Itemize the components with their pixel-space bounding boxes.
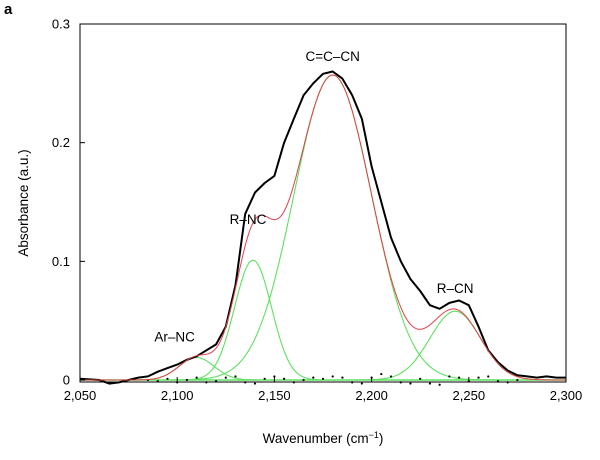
residual-point [438, 383, 441, 386]
residual-point [321, 377, 325, 380]
x-tick-label: 2,050 [64, 388, 97, 403]
axes [79, 23, 567, 383]
component-peak-line [80, 259, 566, 381]
residual-point [166, 377, 169, 380]
component-peak-line [80, 356, 566, 381]
residual-point [487, 375, 490, 378]
residual-point [341, 376, 344, 379]
residual-point [302, 378, 305, 382]
component-peak-line [80, 310, 566, 381]
x-tick-label: 2,300 [550, 388, 583, 403]
y-tick-label: 0.1 [52, 254, 70, 269]
residual-point [389, 375, 393, 378]
peak-label: C=C–CN [306, 49, 360, 64]
residual-point [477, 376, 480, 379]
residual-point [360, 382, 363, 385]
component-peak-line [80, 74, 566, 381]
residual-point [253, 382, 257, 385]
peak-label: R–CN [437, 281, 474, 296]
x-tick-label: 2,200 [355, 388, 388, 403]
residual-point [312, 376, 315, 379]
residual-point [283, 377, 286, 380]
residual-point [195, 376, 198, 379]
residual-point [516, 378, 519, 382]
x-tick-label: 2,150 [258, 388, 291, 403]
residual-point [448, 375, 451, 378]
peak-label: R–NC [230, 212, 267, 227]
residual-point [457, 376, 461, 379]
plot-frame [79, 23, 567, 383]
plot-area [79, 70, 566, 386]
x-axis-title: Wavenumber (cm−1) [263, 430, 384, 446]
y-axis-title: Absorbance (a.u.) [16, 149, 31, 256]
ticks: 2,050 2,100 2,150 2,200 2,250 2,300 0 0.1 0.2 0.3 [52, 17, 582, 404]
y-tick-label: 0 [63, 373, 70, 388]
measured-spectrum-line [79, 70, 566, 385]
peak-label: Ar–NC [154, 329, 195, 344]
panel-label: a [4, 1, 13, 18]
residual-point [428, 382, 432, 385]
residual-point [273, 375, 276, 378]
residual-point [263, 377, 266, 380]
residual-point [234, 375, 237, 378]
y-tick-label: 0.3 [52, 17, 70, 32]
y-tick-label: 0.2 [52, 135, 70, 150]
x-tick-label: 2,250 [453, 388, 486, 403]
residual-point [409, 382, 412, 385]
residual-point [185, 378, 189, 382]
residual-point [419, 377, 422, 380]
residual-point [331, 375, 334, 378]
cumulative-fit-line [80, 74, 566, 381]
x-tick-label: 2,100 [161, 388, 194, 403]
peak-labels: Ar–NC R–NC C=C–CN R–CN [154, 49, 473, 344]
residual-point [224, 376, 227, 379]
residual-point [380, 372, 383, 376]
